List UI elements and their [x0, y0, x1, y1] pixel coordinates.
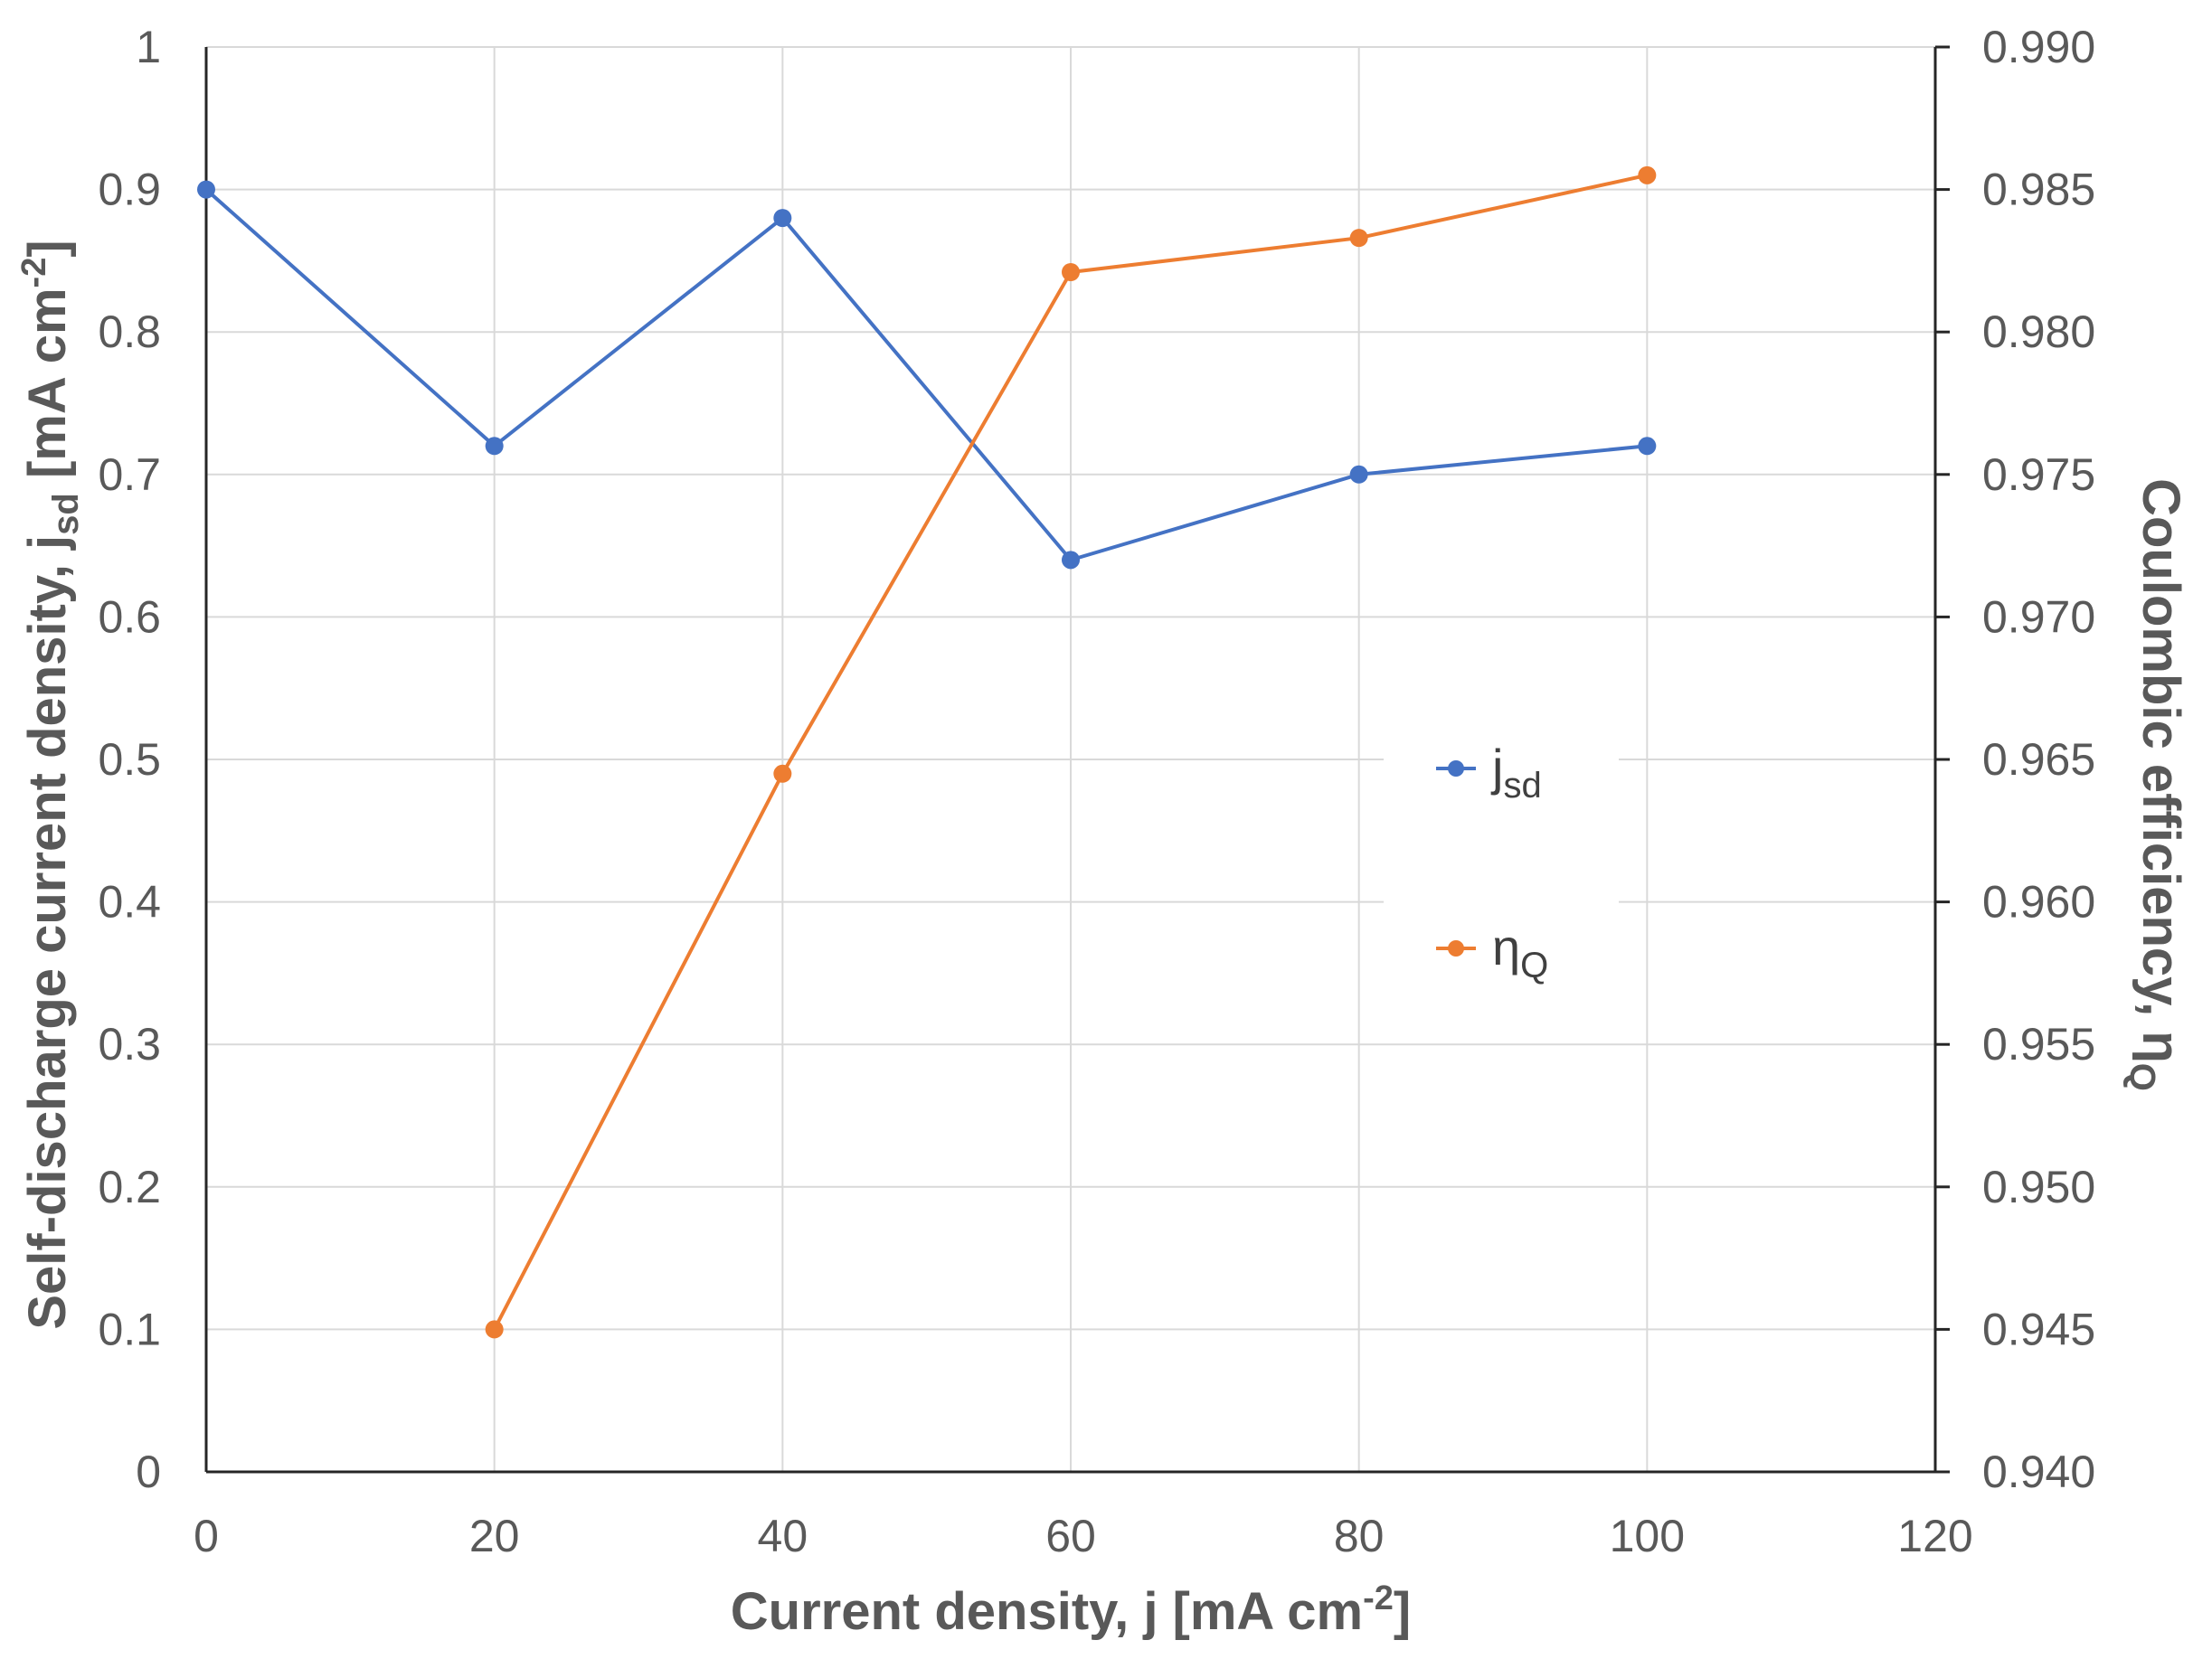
data-point-jsd	[1638, 437, 1657, 456]
legend-marker-jsd	[1448, 760, 1464, 777]
data-point-jsd	[485, 437, 504, 456]
data-point-jsd	[1062, 551, 1080, 570]
left-y-axis-title: Self-discharge current density, jsd [mA …	[15, 240, 86, 1329]
right-y-tick-label: 0.945	[1982, 1304, 2095, 1354]
right-y-tick-label: 0.965	[1982, 734, 2095, 785]
data-point-jsd	[197, 180, 215, 199]
legend-label-etaq: ηQ	[1492, 919, 1548, 985]
legend-background	[1384, 723, 1619, 949]
x-tick-label: 20	[469, 1511, 520, 1561]
left-y-tick-label: 0.6	[98, 591, 161, 642]
right-y-axis-title: Coulombic efficiency, ηQ	[2122, 478, 2190, 1091]
legend: jsd ηQ	[1384, 723, 1619, 985]
data-point-jsd	[1349, 465, 1368, 484]
left-y-tick-label: 0.8	[98, 306, 161, 357]
x-tick-label: 80	[1334, 1511, 1385, 1561]
data-point-etaq	[485, 1320, 504, 1339]
right-y-tick-label: 0.985	[1982, 165, 2095, 215]
left-y-tick-label: 0.4	[98, 877, 161, 928]
right-y-tick-label: 0.970	[1982, 591, 2095, 642]
x-tick-label: 60	[1045, 1511, 1096, 1561]
legend-item-jsd: jsd	[1436, 739, 1542, 806]
x-tick-label: 100	[1610, 1511, 1685, 1561]
left-y-tick-label: 0	[136, 1447, 161, 1497]
x-tick-label: 40	[758, 1511, 808, 1561]
left-y-tick-label: 0.3	[98, 1019, 161, 1070]
right-y-tick-label: 0.975	[1982, 449, 2095, 500]
x-tick-label: 0	[194, 1511, 219, 1561]
right-y-tick-label: 0.990	[1982, 22, 2095, 72]
right-y-tick-label: 0.980	[1982, 306, 2095, 357]
left-y-tick-label: 1	[136, 22, 161, 72]
legend-marker-etaq	[1448, 940, 1464, 957]
series-line-jsd	[204, 188, 1648, 562]
series-group	[197, 165, 1657, 1339]
left-y-tick-label: 0.5	[98, 734, 161, 785]
data-point-etaq	[773, 764, 792, 783]
left-y-tick-label: 0.7	[98, 449, 161, 500]
legend-label-jsd: jsd	[1490, 739, 1542, 806]
left-y-tick-label: 0.9	[98, 165, 161, 215]
right-y-tick-label: 0.960	[1982, 877, 2095, 928]
axes	[204, 45, 1950, 1474]
right-y-tick-labels: 0.940 0.945 0.950 0.955 0.960 0.965 0.970 0.975…	[1982, 22, 2095, 1497]
left-y-tick-label: 0.2	[98, 1162, 161, 1212]
right-y-tick-label: 0.940	[1982, 1447, 2095, 1497]
right-y-tick-label: 0.955	[1982, 1019, 2095, 1070]
data-point-jsd	[773, 209, 792, 228]
x-tick-label: 120	[1897, 1511, 1972, 1561]
legend-item-etaq: ηQ	[1436, 919, 1548, 985]
left-y-tick-label: 0.1	[98, 1304, 161, 1354]
x-axis-title: Current density, j [mA cm-2]	[731, 1579, 1411, 1641]
right-y-tick-label: 0.950	[1982, 1162, 2095, 1212]
left-y-tick-labels: 0 0.1 0.2 0.3 0.4 0.5 0.6 0.7 0.8 0.9 1	[98, 22, 161, 1497]
data-point-etaq	[1062, 263, 1080, 282]
data-point-etaq	[1349, 229, 1368, 248]
grid-lines	[206, 46, 1935, 1472]
data-point-etaq	[1638, 165, 1657, 184]
x-tick-labels: 0 20 40 60 80 100 120	[194, 1511, 1973, 1561]
